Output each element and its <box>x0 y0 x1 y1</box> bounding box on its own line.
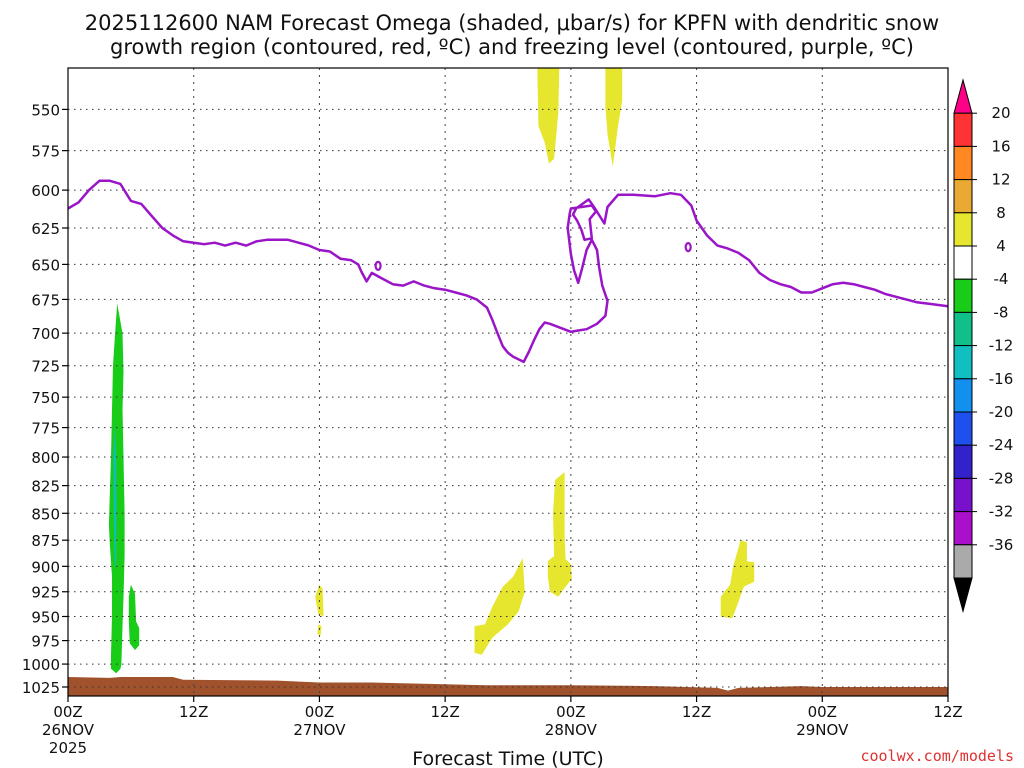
date-tick-label: 26NOV <box>42 721 95 739</box>
colorbar-tick-label: -28 <box>989 469 1014 487</box>
pressure-tick-label: 675 <box>31 291 60 309</box>
colorbar-segment <box>953 145 973 181</box>
colorbar-segment <box>953 345 973 380</box>
pressure-tick-label: 600 <box>31 182 60 200</box>
time-tick-label: 12Z <box>933 703 962 721</box>
omega-region-cyan-line <box>114 427 116 562</box>
pressure-tick-label: 950 <box>31 608 60 626</box>
colorbar-segment <box>953 511 973 546</box>
date-tick-label: 29NOV <box>796 721 849 739</box>
pressure-tick-label: 975 <box>31 633 60 651</box>
date-tick-label: 27NOV <box>293 721 346 739</box>
colorbar-segment <box>953 245 973 280</box>
colorbar-segment <box>953 544 973 579</box>
date-tick-label: 28NOV <box>545 721 598 739</box>
pressure-tick-label: 925 <box>31 584 60 602</box>
pressure-tick-label: 1000 <box>22 656 60 674</box>
colorbar-segment <box>953 112 973 147</box>
omega-region-yellow-28nov-center <box>547 472 572 597</box>
colorbar-segment <box>953 212 973 247</box>
pressure-tick-label: 725 <box>31 358 60 376</box>
pressure-tick-label: 650 <box>31 256 60 274</box>
pressure-tick-label: 700 <box>31 325 60 343</box>
omega-region-green-strip <box>108 303 125 674</box>
color-scale-bar: 20 16 12 8 4 -4 -8 -12 -16 -20 -24 -28 -32 -36 <box>953 78 1014 614</box>
colorbar-tick-label: 16 <box>991 137 1010 155</box>
colorbar-tick-label: -4 <box>994 270 1009 288</box>
colorbar-segment <box>953 378 973 413</box>
omega-region-yellow-top-left <box>537 68 560 164</box>
freezing-level-small-loop <box>684 242 692 253</box>
year-tick-label: 2025 <box>49 739 87 757</box>
pressure-axis: 550 575 600 625 650 675 700 725 750 775 800 825 850 8… <box>22 101 68 697</box>
pressure-tick-label: 750 <box>31 389 60 407</box>
freezing-level-small-loop <box>374 260 382 271</box>
colorbar-tick-label: 4 <box>996 237 1006 255</box>
colorbar-tick-label: 8 <box>996 204 1006 222</box>
pressure-tick-label: 550 <box>31 101 60 119</box>
colorbar-tick-label: -12 <box>989 337 1014 355</box>
time-tick-label: 00Z <box>305 703 334 721</box>
gridlines <box>68 68 948 696</box>
time-tick-label: 00Z <box>808 703 837 721</box>
ground-surface <box>68 677 948 696</box>
pressure-tick-label: 775 <box>31 420 60 438</box>
omega-region-yellow-27nov-lower <box>317 624 322 636</box>
colorbar-segment <box>953 477 973 513</box>
pressure-tick-label: 575 <box>31 143 60 161</box>
colorbar-tick-label: 12 <box>991 171 1010 189</box>
chart-title-line-1: 2025112600 NAM Forecast Omega (shaded, μ… <box>85 11 939 35</box>
pressure-tick-label: 900 <box>31 558 60 576</box>
time-tick-label: 00Z <box>556 703 585 721</box>
colorbar-segment <box>953 179 973 214</box>
time-tick-label: 12Z <box>179 703 208 721</box>
plot-area <box>68 68 948 696</box>
colorbar-tick-label: -32 <box>989 503 1014 521</box>
colorbar-tick-label: -16 <box>989 370 1014 388</box>
time-tick-label: 00Z <box>53 703 82 721</box>
pressure-tick-label: 800 <box>31 449 60 467</box>
colorbar-tick-label: -24 <box>989 436 1014 454</box>
colorbar-tick-label: 20 <box>991 104 1010 122</box>
pressure-tick-label: 1025 <box>22 679 60 697</box>
colorbar-tick-label: -36 <box>989 536 1014 554</box>
chart-title-line-2: growth region (contoured, red, ºC) and f… <box>110 35 914 59</box>
colorbar-tick-label: -20 <box>989 403 1014 421</box>
pressure-tick-label: 850 <box>31 505 60 523</box>
colorbar-bottom-arrow <box>953 577 973 614</box>
time-tick-label: 12Z <box>430 703 459 721</box>
colorbar-tick-label: -8 <box>994 303 1009 321</box>
freezing-level-line <box>67 179 949 364</box>
colorbar-top-arrow <box>953 78 973 114</box>
x-axis-label: Forecast Time (UTC) <box>412 748 603 768</box>
freezing-level-contour <box>67 179 949 364</box>
colorbar-segment <box>953 444 973 479</box>
omega-region-yellow-29nov-left <box>720 540 755 619</box>
colorbar-segment <box>953 311 973 347</box>
omega-region-yellow-top-right <box>605 68 623 167</box>
pressure-tick-label: 875 <box>31 532 60 550</box>
colorbar-segment <box>953 411 973 446</box>
plot-frame <box>67 67 949 697</box>
colorbar-segment <box>953 278 973 313</box>
time-tick-label: 12Z <box>682 703 711 721</box>
credit-text: coolwx.com/models <box>860 747 1014 765</box>
pressure-tick-label: 825 <box>31 478 60 496</box>
omega-region-green-blob <box>128 584 140 651</box>
pressure-tick-label: 625 <box>31 220 60 238</box>
omega-region-yellow-28nov-left <box>474 558 525 655</box>
